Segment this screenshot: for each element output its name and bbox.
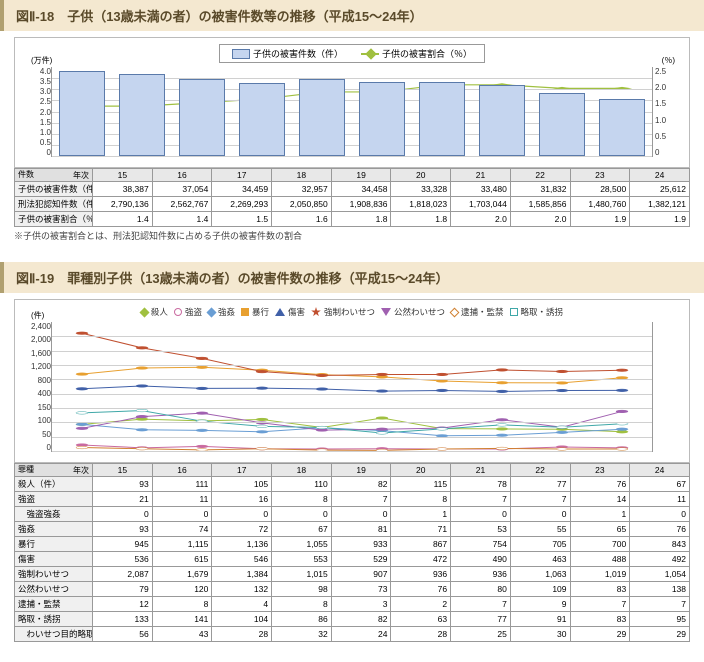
- bar: [599, 99, 645, 156]
- figure-1: 図Ⅱ-18 子供（13歳未満の者）の被害件数等の推移（平成15～24年） 子供の…: [0, 0, 704, 242]
- bar: [419, 82, 465, 156]
- figure-1-note: ※子供の被害割合とは、刑法犯認知件数に占める子供の被害件数の割合: [14, 229, 690, 242]
- legend-item-逮捕・監禁: 逮捕・監禁: [451, 306, 504, 318]
- legend-item-暴行: 暴行: [241, 306, 269, 318]
- figure-2-title: 図Ⅱ-19 罪種別子供（13歳未満の者）の被害件数の推移（平成15～24年）: [0, 262, 704, 293]
- bar: [59, 71, 105, 156]
- figure-2-axes: (件) 2,4002,0001,6001,200800400150100500: [51, 322, 653, 452]
- y-unit: (件): [31, 310, 44, 321]
- figure-1-title: 図Ⅱ-18 子供（13歳未満の者）の被害件数等の推移（平成15～24年）: [0, 0, 704, 31]
- legend-line: 子供の被害割合（％）: [359, 47, 474, 60]
- figure-2-lines-svg: [52, 322, 652, 451]
- y-axis: 2,4002,0001,6001,200800400150100500: [25, 322, 51, 452]
- figure-1-legend: 子供の被害件数（件） 子供の被害割合（％）: [25, 44, 679, 63]
- bar: [119, 74, 165, 156]
- figure-1-chart: 子供の被害件数（件） 子供の被害割合（％） (万件) (％) 4.03.53.0…: [14, 37, 690, 168]
- bar: [239, 83, 285, 156]
- legend-item-強制わいせつ: 強制わいせつ: [311, 306, 375, 318]
- legend-item-略取・誘拐: 略取・誘拐: [510, 306, 564, 318]
- legend-item-強姦: 強姦: [208, 306, 235, 318]
- bar: [179, 79, 225, 156]
- figure-1-table: 件数年次15161718192021222324子供の被害件数（件）38,387…: [14, 168, 690, 227]
- legend-item-強盗: 強盗: [174, 306, 202, 318]
- bar: [539, 93, 585, 156]
- figure-1-axes: (万件) (％) 4.03.53.02.52.01.51.00.50 2.52.…: [51, 67, 653, 157]
- legend-item-殺人: 殺人: [141, 306, 168, 318]
- bar: [299, 79, 345, 156]
- figure-1-plot: [51, 67, 653, 157]
- y-right-unit: (％): [662, 55, 675, 66]
- figure-2-chart: 殺人強盗強姦暴行傷害強制わいせつ公然わいせつ逮捕・監禁略取・誘拐 (件) 2,4…: [14, 299, 690, 463]
- legend-item-公然わいせつ: 公然わいせつ: [381, 306, 445, 318]
- figure-2-table: 罪種年次15161718192021222324殺人（件）93111105110…: [14, 463, 690, 642]
- y-axis-right: 2.52.01.51.00.50: [655, 67, 681, 157]
- bar: [359, 82, 405, 156]
- y-left-unit: (万件): [31, 55, 52, 66]
- figure-2: 図Ⅱ-19 罪種別子供（13歳未満の者）の被害件数の推移（平成15～24年） 殺…: [0, 262, 704, 642]
- legend-bars: 子供の被害件数（件）: [230, 47, 345, 60]
- figure-2-legend: 殺人強盗強姦暴行傷害強制わいせつ公然わいせつ逮捕・監禁略取・誘拐: [25, 306, 679, 318]
- bar: [479, 85, 525, 156]
- legend-bars-label: 子供の被害件数（件）: [253, 47, 343, 60]
- legend-item-傷害: 傷害: [275, 306, 305, 318]
- y-axis-left: 4.03.53.02.52.01.51.00.50: [25, 67, 51, 157]
- legend-line-label: 子供の被害割合（％）: [382, 47, 472, 60]
- figure-2-plot: [51, 322, 653, 452]
